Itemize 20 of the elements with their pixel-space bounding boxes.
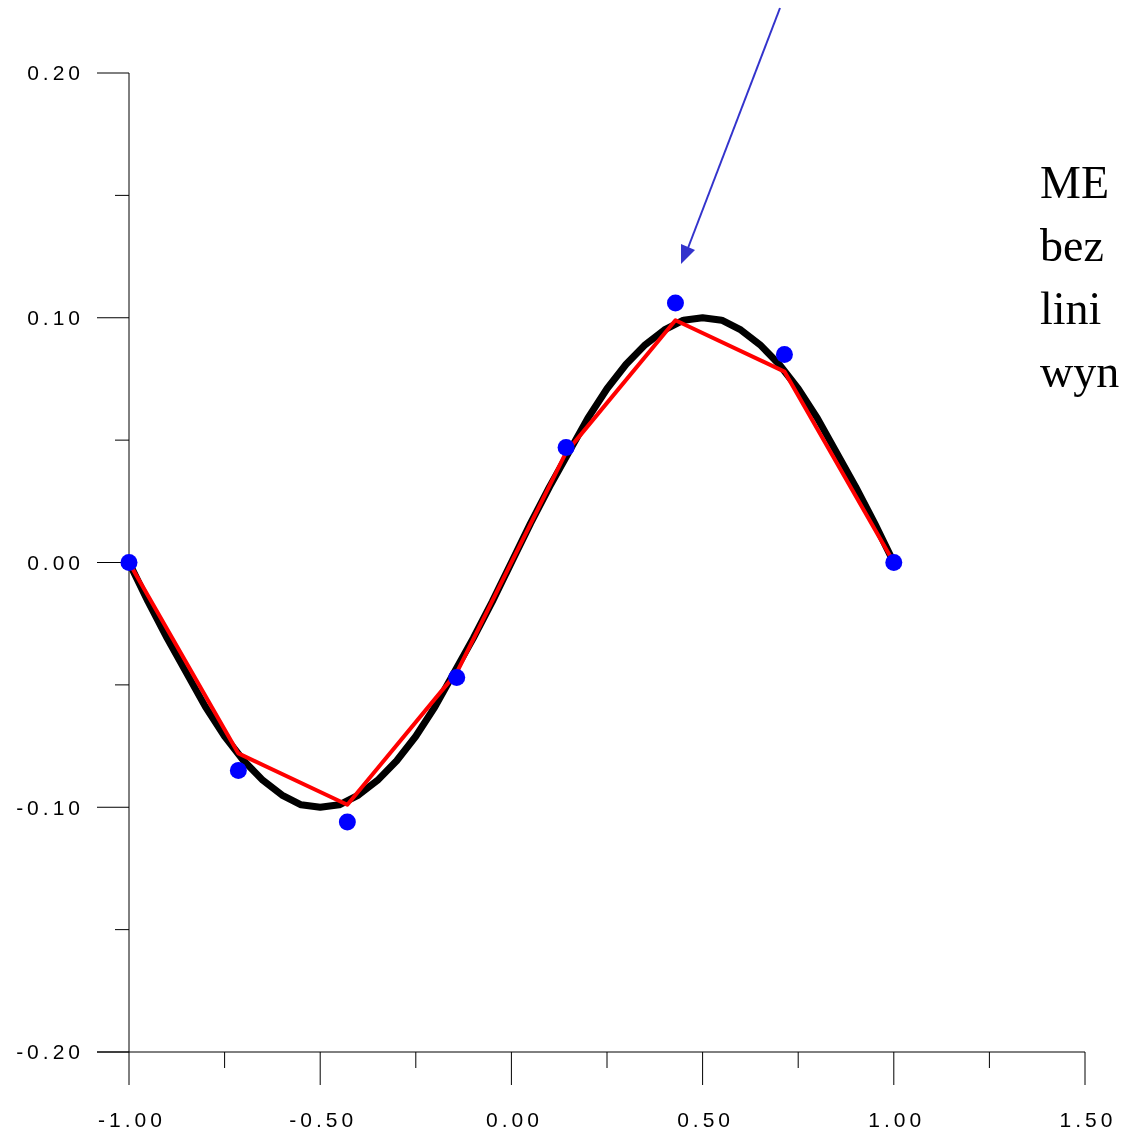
x-tick-label: -0.50 [289,1108,358,1131]
point [338,813,356,831]
y-tick-label: 0.20 [27,61,84,85]
point [229,762,247,780]
x-tick-label: 0.50 [677,1108,735,1131]
annotation: ME bez lini wyn [1040,157,1120,397]
point [885,554,903,571]
y-tick-label: 0.00 [27,550,84,574]
x-tick-label: 1.50 [1059,1108,1117,1131]
x-tick-label: 0.00 [485,1108,543,1131]
point [775,345,793,363]
x-tick-label: 1.00 [868,1108,926,1131]
point [557,438,575,456]
y-tick-label: -0.10 [16,795,84,819]
x-tick-label: -1.00 [98,1108,166,1131]
point [448,669,466,687]
y-tick-label: 0.10 [27,306,84,330]
point [666,294,684,312]
point [120,554,138,571]
y-tick-label: -0.20 [16,1040,84,1064]
